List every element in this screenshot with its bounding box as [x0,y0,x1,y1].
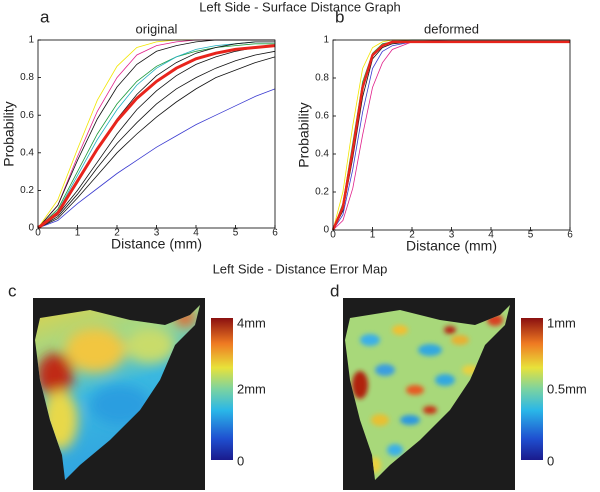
x-tick-label: 3 [449,230,455,241]
y-tick-label: 0 [28,223,34,234]
colorbar-label: 0 [547,453,554,468]
x-tick-label: 0 [35,228,41,239]
y-tick-label: 0.4 [20,147,34,158]
y-tick-label: 0.6 [20,110,34,121]
x-tick-label: 2 [114,228,120,239]
data-line [37,45,276,229]
colorbar-label: 1mm [547,315,576,330]
y-tick-label: 0.6 [315,111,329,122]
y-axis-label: Probability [296,102,312,167]
data-line [37,43,275,229]
x-axis-label: Distance (mm) [406,238,497,254]
colorbar [211,318,233,460]
y-tick-label: 0.2 [315,187,329,198]
x-tick-label: 2 [409,230,415,241]
chart-title: deformed [424,21,479,36]
y-tick-label: 1 [28,35,34,46]
chart-title: original [136,21,178,36]
panel-letter: c [8,281,17,300]
x-axis-label: Distance (mm) [111,236,202,252]
colorbar-label: 0 [237,453,244,468]
y-tick-label: 0.2 [20,185,34,196]
x-tick-label: 6 [272,228,278,239]
x-tick-label: 1 [75,228,81,239]
x-tick-label: 4 [193,228,199,239]
x-tick-label: 0 [330,230,336,241]
colorbar-label: 2mm [237,381,266,396]
map-title: Left Side - Distance Error Map [213,261,388,276]
data-line [37,41,275,229]
y-tick-label: 0 [323,225,329,236]
x-tick-label: 1 [370,230,376,241]
y-tick-label: 1 [323,35,329,46]
data-line [331,40,570,231]
data-line [37,41,275,229]
panel-letter: a [40,7,50,26]
y-tick-label: 0.8 [20,72,34,83]
x-tick-label: 5 [233,228,239,239]
data-line [37,44,276,230]
x-tick-label: 3 [154,228,160,239]
panel-letter: d [330,281,339,300]
data-line [37,56,276,229]
y-axis-label: Probability [1,101,17,166]
y-tick-label: 0.8 [315,73,329,84]
panel-letter: b [335,7,344,26]
colorbar [521,318,543,460]
data-line [37,88,276,229]
colorbar-label: 0.5mm [547,381,587,396]
x-tick-label: 4 [488,230,494,241]
x-tick-label: 5 [528,230,534,241]
figure-title: Left Side - Surface Distance Graph [199,0,401,14]
colorbar-label: 4mm [237,315,266,330]
y-tick-label: 0.4 [315,149,329,160]
x-tick-label: 6 [567,230,573,241]
data-line [37,50,276,229]
